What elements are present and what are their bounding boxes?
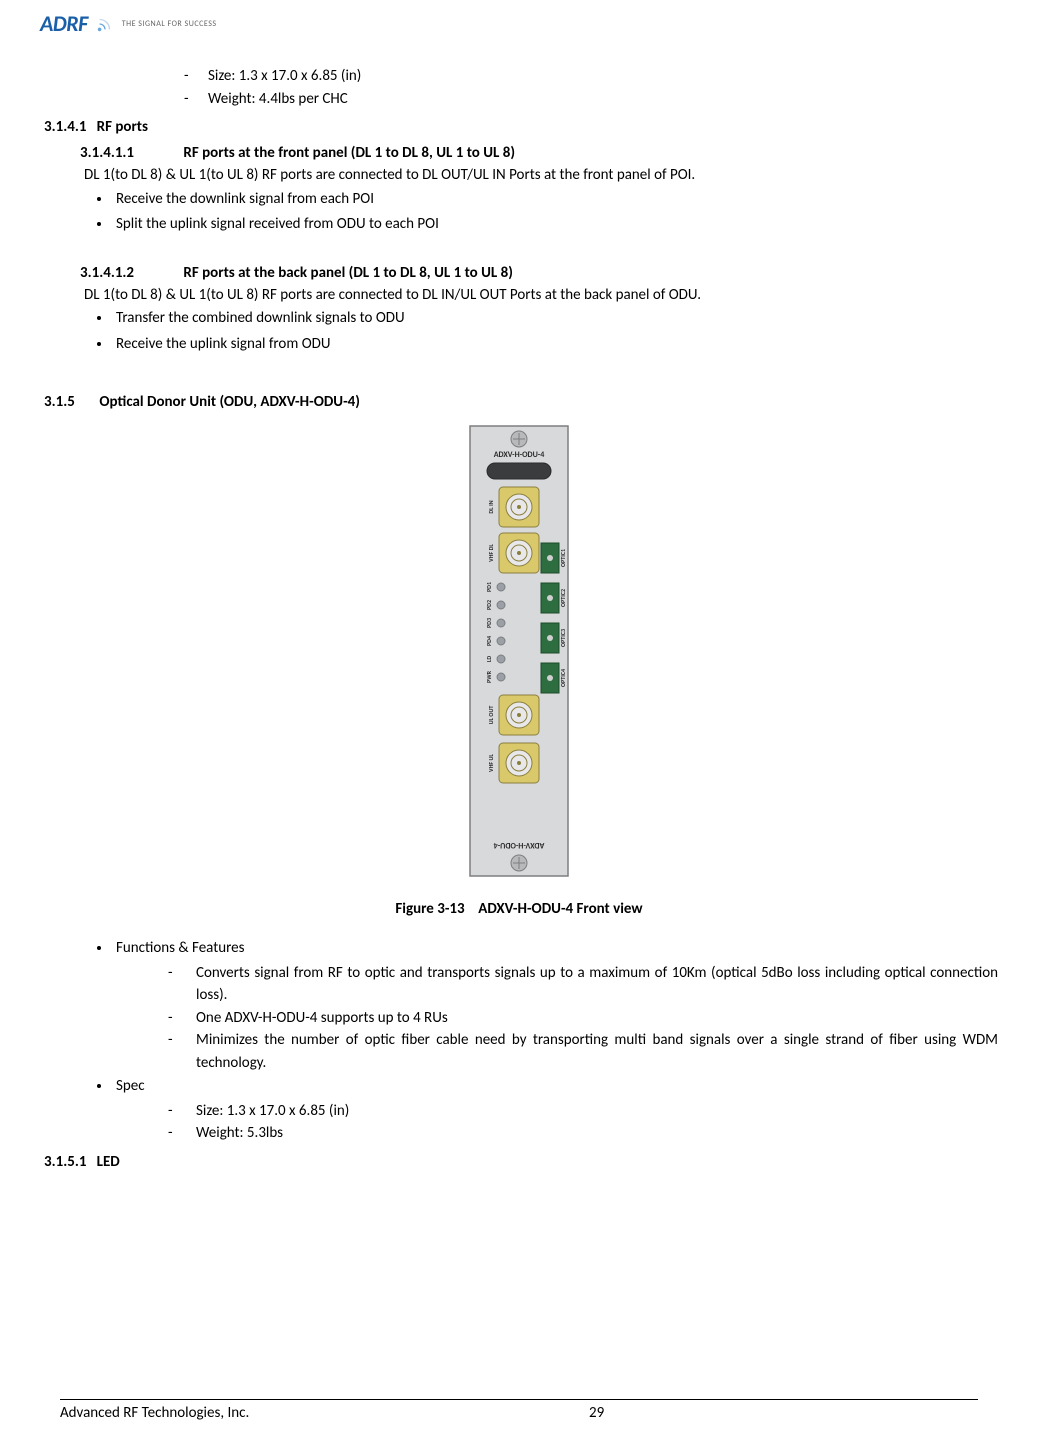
heading-3-1-5-1: 3.1.5.1 LED	[44, 1153, 998, 1171]
logo-part-a: AD	[40, 10, 66, 37]
figure-title: ADXV-H-ODU-4 Front view	[478, 900, 642, 918]
heading-num: 3.1.4.1.2	[80, 264, 180, 282]
heading-title: LED	[97, 1153, 120, 1171]
figure-caption: Figure 3-13 ADXV-H-ODU-4 Front view	[40, 900, 998, 918]
heading-num: 3.1.5	[44, 393, 96, 411]
svg-text:VHF UL: VHF UL	[487, 754, 495, 772]
svg-text:UL OUT: UL OUT	[487, 706, 495, 725]
logo-waves-icon	[96, 15, 114, 33]
heading-num: 3.1.4.1	[44, 118, 86, 136]
svg-text:PD3: PD3	[485, 618, 493, 628]
logo-part-b: RF	[66, 10, 87, 37]
svg-text:PD2: PD2	[485, 600, 493, 610]
body-3-1-4-1-2: DL 1(to DL 8) & UL 1(to UL 8) RF ports a…	[84, 284, 998, 307]
spec-section: Spec	[40, 1074, 998, 1100]
spec-list: Size: 1.3 x 17.0 x 6.85 (in) Weight: 5.3…	[40, 1100, 998, 1145]
figure-num: Figure 3-13	[395, 900, 464, 918]
logo-text: ADRF	[40, 10, 88, 37]
list-item: Size: 1.3 x 17.0 x 6.85 (in)	[160, 65, 998, 88]
heading-num: 3.1.4.1.1	[80, 144, 180, 162]
list-item: Split the uplink signal received from OD…	[112, 212, 998, 238]
heading-3-1-4-1-1: 3.1.4.1.1 RF ports at the front panel (D…	[80, 144, 998, 162]
body-3-1-4-1-1: DL 1(to DL 8) & UL 1(to UL 8) RF ports a…	[84, 164, 998, 187]
list-item: Converts signal from RF to optic and tra…	[160, 962, 998, 1007]
heading-3-1-4-1-2: 3.1.4.1.2 RF ports at the back panel (DL…	[80, 264, 998, 282]
odu-module-diagram: ADXV-H-ODU-4 DL IN VHF DL OPTIC1 PD1 PD2	[469, 425, 569, 877]
functions-features-list: Converts signal from RF to optic and tra…	[40, 962, 998, 1075]
logo-tagline: THE SIGNAL FOR SUCCESS	[122, 19, 217, 29]
heading-3-1-4-1: 3.1.4.1 RF ports	[44, 118, 998, 136]
functions-features-heading: Functions & Features	[112, 936, 998, 962]
heading-num: 3.1.5.1	[44, 1153, 86, 1171]
spec-heading: Spec	[112, 1074, 998, 1100]
list-item: Weight: 5.3lbs	[160, 1122, 998, 1145]
svg-text:LD: LD	[485, 656, 493, 663]
list-item: Weight: 4.4lbs per CHC	[160, 88, 998, 111]
svg-text:DL IN: DL IN	[487, 500, 495, 513]
functions-features-section: Functions & Features	[40, 936, 998, 962]
list-item: Transfer the combined downlink signals t…	[112, 306, 998, 332]
figure-3-13: ADXV-H-ODU-4 DL IN VHF DL OPTIC1 PD1 PD2	[40, 425, 998, 882]
page-header: ADRF THE SIGNAL FOR SUCCESS	[40, 10, 998, 37]
heading-title: RF ports at the front panel (DL 1 to DL …	[183, 144, 515, 162]
heading-title: Optical Donor Unit (ODU, ADXV-H-ODU-4)	[99, 393, 360, 411]
svg-text:OPTIC2: OPTIC2	[559, 589, 567, 607]
svg-text:PWR: PWR	[485, 670, 493, 683]
list-item: Receive the downlink signal from each PO…	[112, 187, 998, 213]
list-item: Receive the uplink signal from ODU	[112, 332, 998, 358]
bullets-3-1-4-1-1: Receive the downlink signal from each PO…	[40, 187, 998, 238]
footer-company: Advanced RF Technologies, Inc.	[60, 1404, 449, 1422]
svg-text:VHF DL: VHF DL	[487, 544, 495, 562]
svg-text:PD1: PD1	[485, 582, 493, 592]
list-item: Size: 1.3 x 17.0 x 6.85 (in)	[160, 1100, 998, 1123]
list-item: One ADXV-H-ODU-4 supports up to 4 RUs	[160, 1007, 998, 1030]
svg-text:OPTIC3: OPTIC3	[559, 629, 567, 647]
list-item: Minimizes the number of optic fiber cabl…	[160, 1029, 998, 1074]
svg-text:PD4: PD4	[485, 636, 493, 646]
heading-title: RF ports at the back panel (DL 1 to DL 8…	[183, 264, 513, 282]
heading-title: RF ports	[97, 118, 148, 136]
svg-text:OPTIC1: OPTIC1	[559, 549, 567, 567]
bullets-3-1-4-1-2: Transfer the combined downlink signals t…	[40, 306, 998, 357]
svg-text:ADXV-H-ODU-4: ADXV-H-ODU-4	[494, 840, 545, 850]
page-footer: Advanced RF Technologies, Inc. 29	[60, 1399, 978, 1422]
heading-3-1-5: 3.1.5 Optical Donor Unit (ODU, ADXV-H-OD…	[44, 393, 998, 411]
svg-text:OPTIC4: OPTIC4	[559, 669, 567, 687]
top-spec-list: Size: 1.3 x 17.0 x 6.85 (in) Weight: 4.4…	[160, 65, 998, 110]
svg-text:ADXV-H-ODU-4: ADXV-H-ODU-4	[494, 450, 545, 460]
footer-page-number: 29	[449, 1404, 978, 1422]
